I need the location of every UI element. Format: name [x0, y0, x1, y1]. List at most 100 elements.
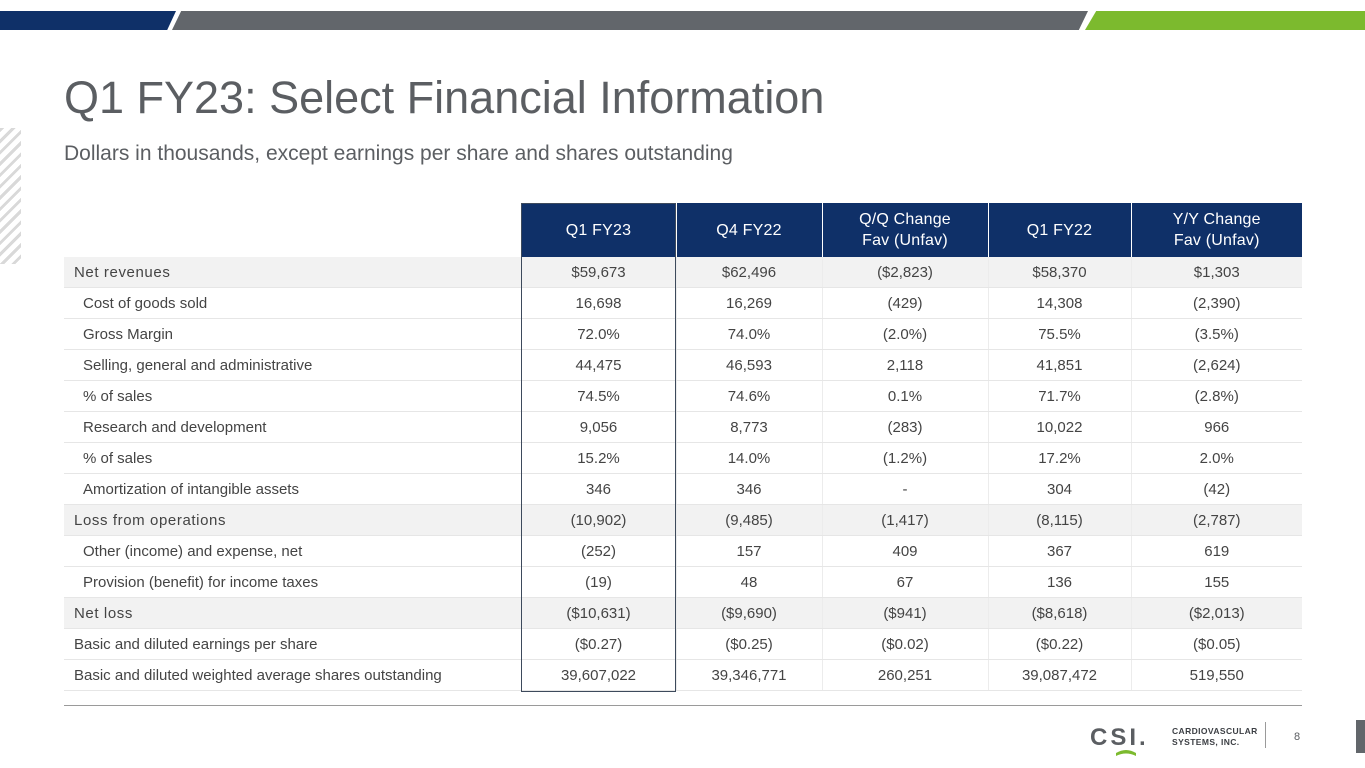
header-line: Q/Q Change — [859, 211, 951, 228]
table-cell: $58,370 — [987, 257, 1131, 288]
page-subtitle: Dollars in thousands, except earnings pe… — [64, 142, 733, 165]
table-cell: 74.0% — [675, 318, 822, 350]
table-cell: $62,496 — [675, 257, 822, 288]
table-cell: $1,303 — [1130, 257, 1302, 288]
table-cell: 9,056 — [520, 411, 676, 443]
table-row: Net loss ($10,631) ($9,690) ($941) ($8,618)(… — [64, 597, 1302, 629]
table-cell: ($2,823) — [821, 257, 988, 288]
header-q1-fy22: Q1 FY22 — [987, 203, 1131, 257]
table-cell: (429) — [821, 287, 988, 319]
table-cell: 304 — [987, 473, 1131, 505]
header-line: Fav (Unfav) — [1173, 232, 1260, 249]
row-label: Selling, general and administrative — [64, 349, 521, 381]
table-cell: (1,417) — [821, 504, 988, 536]
table-row: Research and development 9,056 8,773 (283) 1… — [64, 411, 1302, 443]
table-cell: 75.5% — [987, 318, 1131, 350]
table-cell: 346 — [520, 473, 676, 505]
table-row: Loss from operations (10,902) (9,485) (1,41… — [64, 504, 1302, 536]
table-cell: 14.0% — [675, 442, 822, 474]
row-label: Cost of goods sold — [64, 287, 521, 319]
header-line: Fav (Unfav) — [862, 232, 948, 249]
table-cell: 619 — [1130, 535, 1302, 567]
table-cell: ($0.05) — [1130, 628, 1302, 660]
table-cell: (19) — [520, 566, 676, 598]
logo-line-2: SYSTEMS, INC. — [1172, 737, 1240, 747]
table-cell: (2,787) — [1130, 504, 1302, 536]
table-cell: 519,550 — [1130, 659, 1302, 691]
header-qq-change: Q/Q Change Fav (Unfav) — [821, 203, 988, 257]
logo-line-1: CARDIOVASCULAR — [1172, 726, 1258, 736]
table-cell: 48 — [675, 566, 822, 598]
table-cell: 14,308 — [987, 287, 1131, 319]
table-cell: ($8,618) — [987, 597, 1131, 629]
bottom-rule — [64, 705, 1302, 706]
page-number: 8 — [1294, 731, 1301, 743]
logo-mark-text: CSI. — [1090, 724, 1149, 751]
table-cell: 46,593 — [675, 349, 822, 381]
table-cell: 2,118 — [821, 349, 988, 381]
table-cell: 15.2% — [520, 442, 676, 474]
table-row: % of sales 74.5% 74.6% 0.1% 71.7% (2.8%) — [64, 380, 1302, 412]
table-cell: 155 — [1130, 566, 1302, 598]
table-cell: 39,607,022 — [520, 659, 676, 691]
table-cell: - — [821, 473, 988, 505]
table-header-row: Q1 FY23 Q4 FY22 Q/Q Change Fav (Unfav) Q1… — [64, 203, 1302, 257]
row-label: Net loss — [64, 597, 521, 629]
table-cell: ($0.22) — [987, 628, 1131, 660]
row-label: Basic and diluted weighted average share… — [64, 659, 521, 691]
row-label: Amortization of intangible assets — [64, 473, 521, 505]
table-cell: 10,022 — [987, 411, 1131, 443]
header-line: Q1 FY23 — [565, 221, 632, 239]
top-band-blue — [0, 11, 176, 30]
table-cell: ($941) — [821, 597, 988, 629]
row-label: Research and development — [64, 411, 521, 443]
table-cell: ($2,013) — [1130, 597, 1302, 629]
table-cell: 72.0% — [520, 318, 676, 350]
table-cell: (2,390) — [1130, 287, 1302, 319]
table-cell: ($10,631) — [520, 597, 676, 629]
csi-logo-icon: CSI. — [1090, 724, 1149, 756]
table-cell: 409 — [821, 535, 988, 567]
footer-divider — [1265, 722, 1266, 748]
header-yy-change: Y/Y Change Fav (Unfav) — [1130, 203, 1302, 257]
table-cell: (252) — [520, 535, 676, 567]
table-cell: 136 — [987, 566, 1131, 598]
row-label: Net revenues — [64, 257, 521, 288]
table-cell: (3.5%) — [1130, 318, 1302, 350]
row-label: Other (income) and expense, net — [64, 535, 521, 567]
table-cell: ($0.02) — [821, 628, 988, 660]
page-title: Q1 FY23: Select Financial Information — [64, 72, 825, 123]
table-cell: $59,673 — [520, 257, 676, 288]
table-cell: (2.0%) — [821, 318, 988, 350]
table-cell: 8,773 — [675, 411, 822, 443]
table-cell: 260,251 — [821, 659, 988, 691]
table-cell: (2,624) — [1130, 349, 1302, 381]
table-cell: 39,346,771 — [675, 659, 822, 691]
table-row: Net revenues $59,673 $62,496 ($2,823) $58,37… — [64, 257, 1302, 288]
header-line: Y/Y Change — [1172, 211, 1261, 228]
logo-wordmark: CARDIOVASCULAR SYSTEMS, INC. — [1172, 726, 1258, 748]
header-line: Q4 FY22 — [716, 221, 782, 239]
hatched-accent — [0, 128, 21, 264]
table-cell: (9,485) — [675, 504, 822, 536]
table-row: Cost of goods sold 16,698 16,269 (429) 14,30… — [64, 287, 1302, 319]
table-cell: ($9,690) — [675, 597, 822, 629]
financial-table: Q1 FY23 Q4 FY22 Q/Q Change Fav (Unfav) Q1… — [64, 203, 1302, 691]
table-cell: ($0.25) — [675, 628, 822, 660]
table-cell: (10,902) — [520, 504, 676, 536]
table-cell: 67 — [821, 566, 988, 598]
table-cell: (8,115) — [987, 504, 1131, 536]
corner-accent — [1356, 720, 1365, 753]
table-cell: 17.2% — [987, 442, 1131, 474]
header-q4-fy22: Q4 FY22 — [675, 203, 822, 257]
table-row: Provision (benefit) for income taxes (19)… — [64, 566, 1302, 598]
row-label: % of sales — [64, 442, 521, 474]
table-cell: (2.8%) — [1130, 380, 1302, 412]
table-cell: (283) — [821, 411, 988, 443]
top-band-green — [1085, 11, 1365, 30]
financial-table-container: Q1 FY23 Q4 FY22 Q/Q Change Fav (Unfav) Q1… — [64, 203, 1302, 692]
table-cell: (42) — [1130, 473, 1302, 505]
table-cell: 16,698 — [520, 287, 676, 319]
row-label: % of sales — [64, 380, 521, 412]
table-row: Other (income) and expense, net (252) 157 4… — [64, 535, 1302, 567]
